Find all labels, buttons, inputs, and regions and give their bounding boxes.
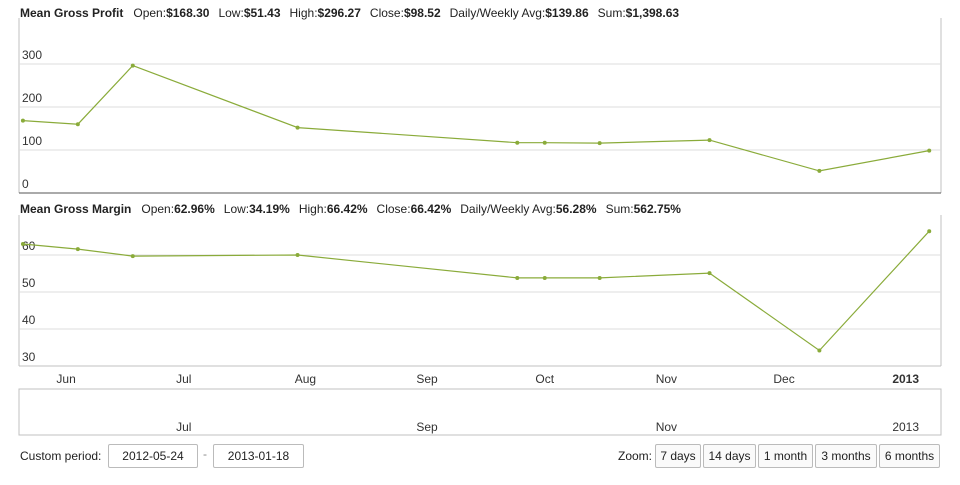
y-tick-label: 200 — [22, 91, 42, 105]
data-point — [542, 275, 547, 280]
y-tick-label: 100 — [22, 134, 42, 148]
data-point — [515, 140, 520, 145]
chart-header: Mean Gross Margin Open:62.96% Low:34.19% Hi… — [20, 202, 690, 216]
data-point — [75, 247, 80, 252]
data-point — [707, 271, 712, 276]
data-point — [927, 148, 932, 153]
stat-value: 34.19% — [249, 202, 290, 216]
y-tick-label: 300 — [22, 48, 42, 62]
x-tick-label: Jul — [176, 372, 191, 386]
y-tick-label: 0 — [22, 177, 29, 191]
stat-label: High: — [289, 6, 318, 20]
stat-value: 562.75% — [633, 202, 681, 216]
date-separator: - — [203, 447, 207, 461]
data-point — [295, 125, 300, 130]
navigator-tick-label: Nov — [656, 420, 677, 434]
stat-label: High: — [298, 202, 327, 216]
chart-title: Mean Gross Profit — [20, 6, 124, 20]
data-point — [295, 253, 300, 257]
stat-value: 66.42% — [326, 202, 368, 216]
data-point — [20, 242, 25, 247]
stat-value: 66.42% — [410, 202, 452, 216]
stat-label: Daily/Weekly Avg: — [449, 6, 546, 20]
x-tick-label: Dec — [773, 372, 794, 386]
stat-value: $51.43 — [243, 6, 281, 20]
data-point — [597, 141, 602, 146]
data-point — [130, 63, 135, 68]
data-point — [597, 275, 602, 280]
zoom-label: Zoom: — [618, 449, 653, 463]
x-tick-label: Jun — [56, 372, 75, 386]
series-line — [22, 64, 930, 172]
date-to-input[interactable]: 2013-01-18 — [213, 444, 304, 468]
stat-label: Sum: — [605, 202, 634, 216]
data-point — [707, 138, 712, 143]
chart: 0 100 200 300 30 40 50 60 Jun Jul Aug Sep Oct Nov Dec 2… — [18, 18, 942, 436]
zoom-button[interactable]: 6 months — [879, 444, 940, 468]
stat-label: Close: — [376, 202, 411, 216]
stat-value: 62.96% — [174, 202, 215, 216]
stat-value: $139.86 — [545, 6, 589, 20]
zoom-button[interactable]: 7 days — [655, 444, 701, 468]
data-point — [75, 122, 80, 127]
stat-label: Daily/Weekly Avg: — [460, 202, 556, 216]
data-point — [817, 168, 822, 173]
zoom-button[interactable]: 3 months — [815, 444, 877, 468]
custom-period-label: Custom period: — [20, 449, 102, 463]
chart-title: Mean Gross Margin — [20, 202, 132, 216]
y-tick-label: 30 — [22, 350, 36, 364]
data-point — [927, 229, 932, 234]
stat-label: Open: — [133, 6, 167, 20]
chart-header: Mean Gross Profit Open:$168.30 Low:$51.43 H… — [20, 6, 688, 20]
stat-value: $1,398.63 — [625, 6, 680, 20]
data-point — [20, 118, 25, 123]
navigator-tick-label: Sep — [416, 420, 438, 434]
data-point — [817, 348, 822, 353]
y-tick-label: 60 — [22, 239, 36, 253]
x-tick-label: 2013 — [892, 372, 919, 386]
stat-value: $296.27 — [317, 6, 361, 20]
data-point — [130, 254, 135, 259]
x-tick-label: Sep — [416, 372, 438, 386]
stat-label: Sum: — [597, 6, 626, 20]
navigator-tick-label: 2013 — [892, 420, 919, 434]
data-point — [515, 275, 520, 280]
navigator-box — [18, 388, 942, 436]
stat-value: $98.52 — [403, 6, 441, 20]
date-from-input[interactable]: 2012-05-24 — [108, 444, 198, 468]
stat-label: Low: — [218, 6, 244, 20]
stat-value: $168.30 — [166, 6, 210, 20]
y-tick-label: 50 — [22, 276, 36, 290]
navigator-tick-label: Jul — [176, 420, 191, 434]
data-point — [542, 140, 547, 145]
stat-value: 56.28% — [555, 202, 597, 216]
zoom-button[interactable]: 1 month — [758, 444, 813, 468]
y-tick-label: 40 — [22, 313, 36, 327]
stat-label: Close: — [369, 6, 404, 20]
x-tick-label: Oct — [535, 372, 554, 386]
x-tick-label: Aug — [295, 372, 316, 386]
series-line — [22, 230, 930, 352]
stat-label: Low: — [223, 202, 250, 216]
stat-label: Open: — [141, 202, 175, 216]
zoom-button[interactable]: 14 days — [703, 444, 756, 468]
x-tick-label: Nov — [656, 372, 677, 386]
